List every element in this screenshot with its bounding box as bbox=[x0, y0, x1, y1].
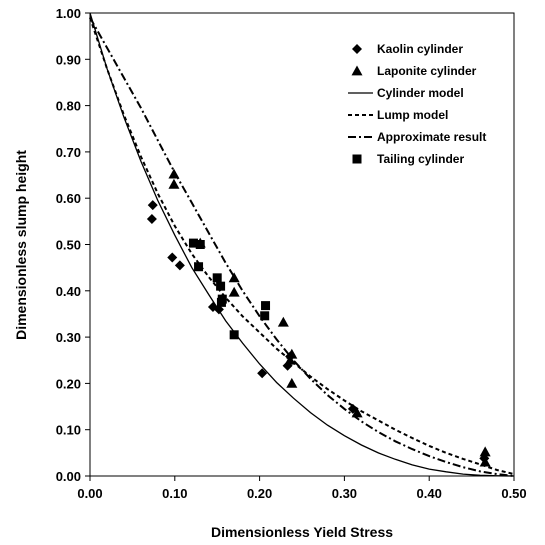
data-point-laponite-cylinder bbox=[479, 446, 491, 457]
series-layer bbox=[89, 12, 515, 477]
legend-item-approximate-result: Approximate result bbox=[348, 130, 486, 144]
legend-label: Laponite cylinder bbox=[377, 64, 477, 78]
y-tick-label: 0.20 bbox=[56, 376, 81, 391]
y-tick-label: 0.80 bbox=[56, 99, 81, 114]
legend-label: Tailing cylinder bbox=[377, 152, 464, 166]
y-tick-label: 1.00 bbox=[56, 6, 81, 21]
data-point-laponite-cylinder bbox=[168, 178, 180, 189]
data-point-laponite-cylinder bbox=[228, 272, 240, 283]
y-tick-label: 0.30 bbox=[56, 330, 81, 345]
legend-label: Lump model bbox=[377, 108, 448, 122]
series-line-cylinder-model bbox=[89, 12, 515, 477]
data-point-laponite-cylinder bbox=[286, 377, 298, 388]
data-point-tailing-cylinder bbox=[216, 281, 226, 291]
x-tick-label: 0.00 bbox=[77, 486, 102, 501]
legend-item-tailing-cylinder: Tailing cylinder bbox=[352, 152, 464, 166]
data-point-kaolin-cylinder bbox=[147, 200, 158, 211]
data-point-tailing-cylinder bbox=[261, 301, 271, 311]
data-point-tailing-cylinder bbox=[260, 311, 270, 321]
legend-item-kaolin-cylinder: Kaolin cylinder bbox=[352, 42, 463, 56]
data-point-tailing-cylinder bbox=[188, 238, 198, 248]
data-point-kaolin-cylinder bbox=[257, 368, 268, 379]
ticks-layer: 0.00 0.10 0.20 0.30 0.40 0.50 0.00 0.10 0.20 0.30… bbox=[56, 6, 527, 501]
x-tick-label: 0.10 bbox=[162, 486, 187, 501]
y-tick-label: 0.40 bbox=[56, 284, 81, 299]
y-tick-label: 0.70 bbox=[56, 145, 81, 160]
series-line-approximate-result bbox=[89, 17, 515, 477]
series-line-lump-model bbox=[89, 17, 515, 476]
x-tick-label: 0.40 bbox=[417, 486, 442, 501]
legend-marker-kaolin-cylinder bbox=[352, 44, 362, 54]
y-tick-label: 0.50 bbox=[56, 238, 81, 253]
data-point-tailing-cylinder bbox=[216, 297, 226, 307]
y-axis-title: Dimensionless slump height bbox=[13, 150, 29, 340]
legend-label: Cylinder model bbox=[377, 86, 464, 100]
y-tick-label: 0.00 bbox=[56, 469, 81, 484]
y-tick-label: 0.90 bbox=[56, 52, 81, 67]
data-point-kaolin-cylinder bbox=[167, 252, 178, 263]
data-point-kaolin-cylinder bbox=[174, 260, 185, 271]
data-point-laponite-cylinder bbox=[351, 407, 363, 418]
data-point-tailing-cylinder bbox=[212, 273, 222, 283]
legend-label: Approximate result bbox=[377, 130, 486, 144]
legend-marker-tailing-cylinder bbox=[352, 154, 362, 164]
x-tick-label: 0.30 bbox=[332, 486, 357, 501]
legend-marker-laponite-cylinder bbox=[351, 65, 363, 76]
legend: Kaolin cylinder Laponite cylinder Cylinder… bbox=[348, 42, 486, 166]
data-point-laponite-cylinder bbox=[277, 316, 289, 327]
legend-label: Kaolin cylinder bbox=[377, 42, 463, 56]
data-point-laponite-cylinder bbox=[479, 456, 491, 467]
x-tick-label: 0.20 bbox=[247, 486, 272, 501]
x-tick-label: 0.50 bbox=[501, 486, 526, 501]
data-point-laponite-cylinder bbox=[284, 354, 296, 365]
data-point-laponite-cylinder bbox=[228, 286, 240, 297]
data-point-tailing-cylinder bbox=[195, 240, 205, 249]
y-tick-label: 0.60 bbox=[56, 191, 81, 206]
legend-item-lump-model: Lump model bbox=[348, 108, 448, 122]
data-point-tailing-cylinder bbox=[194, 262, 204, 272]
legend-item-cylinder-model: Cylinder model bbox=[348, 86, 464, 100]
x-axis-title: Dimensionless Yield Stress bbox=[211, 524, 393, 540]
data-point-kaolin-cylinder bbox=[146, 214, 157, 225]
legend-item-laponite-cylinder: Laponite cylinder bbox=[351, 64, 477, 78]
data-point-laponite-cylinder bbox=[286, 348, 298, 359]
y-tick-label: 0.10 bbox=[56, 423, 81, 438]
data-point-laponite-cylinder bbox=[168, 168, 180, 179]
data-point-tailing-cylinder bbox=[229, 330, 239, 340]
